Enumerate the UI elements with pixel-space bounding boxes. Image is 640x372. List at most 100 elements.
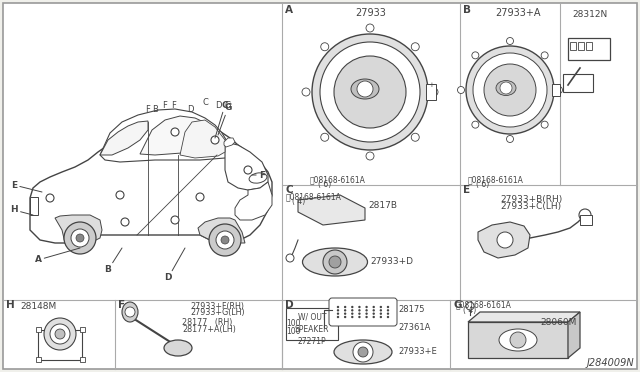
Bar xyxy=(568,38,610,60)
Circle shape xyxy=(579,209,591,221)
Text: E: E xyxy=(463,185,470,195)
Text: 100: 100 xyxy=(286,327,301,337)
Circle shape xyxy=(221,236,229,244)
Circle shape xyxy=(541,52,548,59)
Circle shape xyxy=(121,218,129,226)
Text: D: D xyxy=(215,101,221,110)
Circle shape xyxy=(344,309,346,311)
Polygon shape xyxy=(100,109,230,162)
Text: 27933+F(RH): 27933+F(RH) xyxy=(190,302,244,311)
Polygon shape xyxy=(180,120,225,158)
Text: F: F xyxy=(163,101,168,110)
Bar xyxy=(38,330,82,360)
Circle shape xyxy=(510,332,526,348)
Text: J284009N: J284009N xyxy=(586,358,634,368)
Circle shape xyxy=(344,312,346,315)
Text: Ⓝ08168-6161A: Ⓝ08168-6161A xyxy=(310,175,366,184)
Ellipse shape xyxy=(496,80,516,96)
Circle shape xyxy=(312,34,428,150)
Circle shape xyxy=(358,312,360,315)
Polygon shape xyxy=(235,182,272,220)
Circle shape xyxy=(337,316,339,318)
Circle shape xyxy=(344,316,346,318)
Circle shape xyxy=(320,42,420,142)
Text: ( 6): ( 6) xyxy=(476,180,489,189)
Circle shape xyxy=(55,329,65,339)
Circle shape xyxy=(412,43,419,51)
Text: 27933+B(RH): 27933+B(RH) xyxy=(500,195,563,204)
Text: 100: 100 xyxy=(286,318,301,327)
Circle shape xyxy=(387,312,389,315)
Text: 2817B: 2817B xyxy=(368,201,397,209)
Circle shape xyxy=(76,234,84,242)
Circle shape xyxy=(380,306,382,308)
Circle shape xyxy=(46,194,54,202)
Bar xyxy=(586,42,592,50)
Circle shape xyxy=(430,88,438,96)
Circle shape xyxy=(541,121,548,128)
Text: C: C xyxy=(285,185,292,195)
Bar xyxy=(36,327,41,332)
Circle shape xyxy=(337,309,339,311)
FancyBboxPatch shape xyxy=(329,298,397,326)
Circle shape xyxy=(196,193,204,201)
Circle shape xyxy=(556,87,563,93)
Text: C: C xyxy=(215,100,228,138)
Bar xyxy=(426,84,436,100)
Text: E: E xyxy=(11,180,42,192)
Bar xyxy=(332,301,394,323)
Text: C: C xyxy=(202,98,208,107)
Circle shape xyxy=(357,81,373,97)
Text: 28148M: 28148M xyxy=(20,302,56,311)
Circle shape xyxy=(116,191,124,199)
Bar xyxy=(578,42,584,50)
Text: 28177+A(LH): 28177+A(LH) xyxy=(182,325,236,334)
Text: W/ OUT
SPEAKER
27271P: W/ OUT SPEAKER 27271P xyxy=(295,313,329,346)
Circle shape xyxy=(353,342,373,362)
Ellipse shape xyxy=(249,173,267,183)
Circle shape xyxy=(171,216,179,224)
Ellipse shape xyxy=(499,329,537,351)
Circle shape xyxy=(302,88,310,96)
Circle shape xyxy=(365,316,368,318)
Polygon shape xyxy=(468,322,568,358)
Circle shape xyxy=(351,312,353,315)
Circle shape xyxy=(458,87,465,93)
Circle shape xyxy=(387,316,389,318)
Circle shape xyxy=(365,309,368,311)
Circle shape xyxy=(321,133,329,141)
Text: Ⓝ08168-6161A: Ⓝ08168-6161A xyxy=(468,175,524,184)
Text: D: D xyxy=(187,105,193,114)
Circle shape xyxy=(358,309,360,311)
Circle shape xyxy=(71,229,89,247)
Text: +: + xyxy=(428,82,434,88)
Text: F: F xyxy=(252,170,265,180)
Circle shape xyxy=(329,256,341,268)
Circle shape xyxy=(337,312,339,315)
Circle shape xyxy=(380,316,382,318)
Polygon shape xyxy=(478,222,530,258)
Text: 28175: 28175 xyxy=(398,305,424,314)
Text: B: B xyxy=(152,105,158,114)
Circle shape xyxy=(286,254,294,262)
Circle shape xyxy=(365,306,368,308)
Polygon shape xyxy=(30,120,272,243)
Circle shape xyxy=(125,307,135,317)
Circle shape xyxy=(171,128,179,136)
Text: 27933+E: 27933+E xyxy=(398,347,436,356)
Circle shape xyxy=(351,309,353,311)
Text: D: D xyxy=(164,248,185,282)
Circle shape xyxy=(472,121,479,128)
Text: 28312N: 28312N xyxy=(572,10,607,19)
Bar xyxy=(36,357,41,362)
Ellipse shape xyxy=(303,248,367,276)
Text: Ⓝ08168-6161A: Ⓝ08168-6161A xyxy=(286,192,342,201)
Ellipse shape xyxy=(351,79,379,99)
Ellipse shape xyxy=(122,302,138,322)
Circle shape xyxy=(323,250,347,274)
Circle shape xyxy=(365,312,368,315)
Polygon shape xyxy=(224,138,235,147)
Circle shape xyxy=(466,46,554,134)
Text: A: A xyxy=(35,248,80,264)
Circle shape xyxy=(50,324,70,344)
